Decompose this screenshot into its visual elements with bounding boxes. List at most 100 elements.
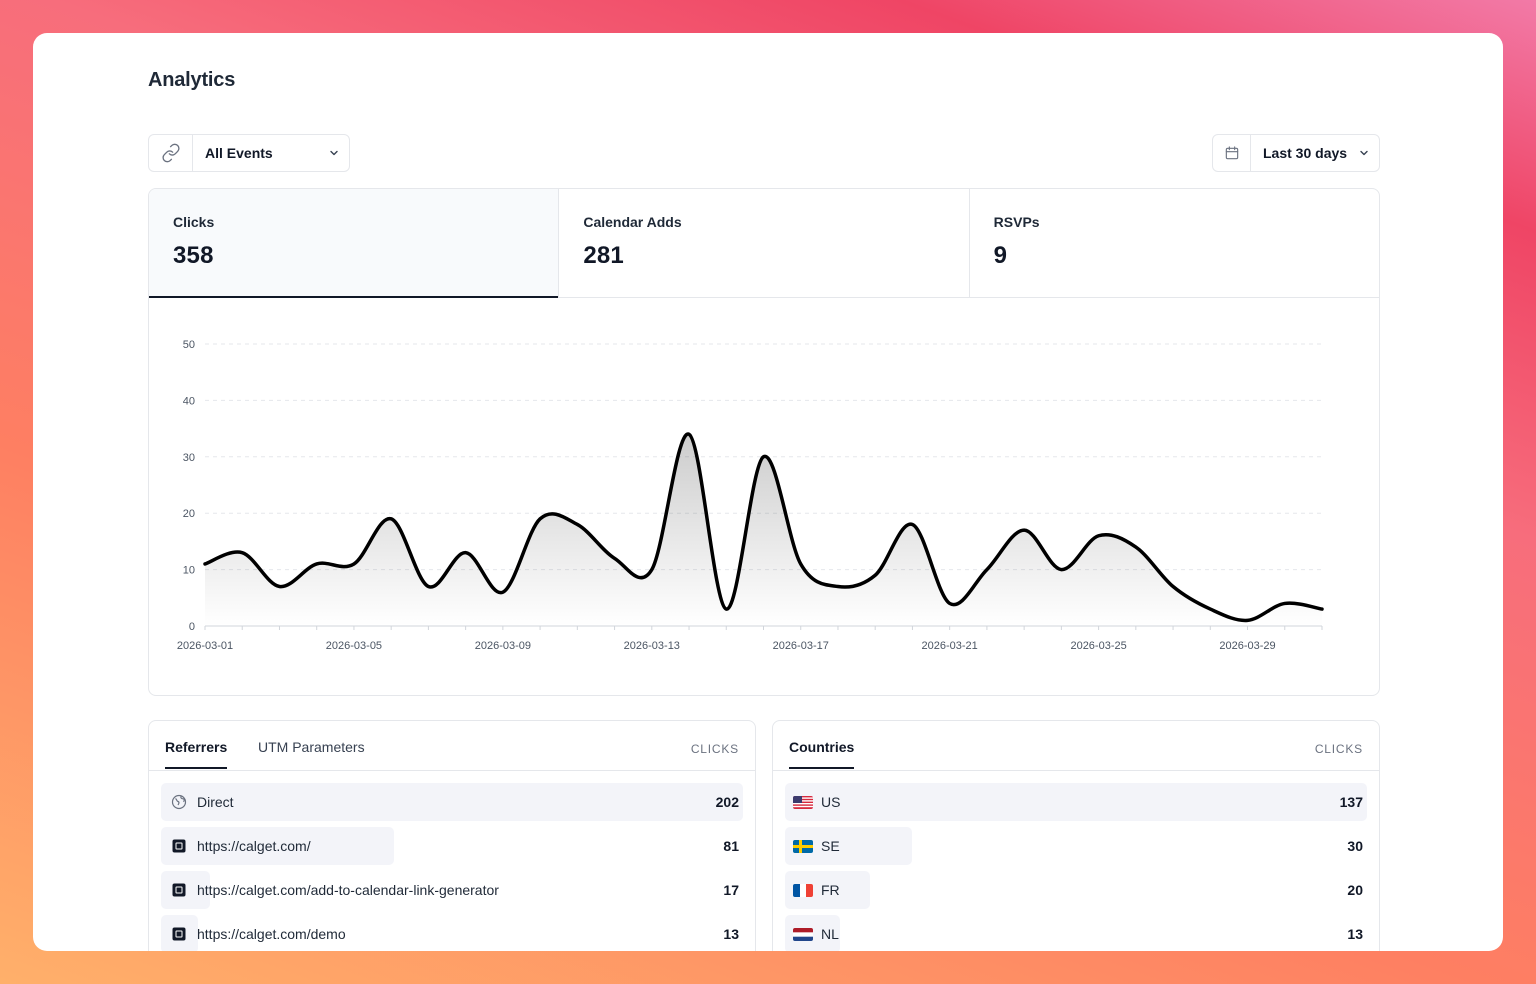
data-point[interactable]	[571, 518, 583, 530]
tab-referrers[interactable]: Referrers	[165, 739, 228, 769]
country-row[interactable]: NL 13	[785, 915, 1367, 951]
row-label: https://calget.com/add-to-calendar-link-…	[197, 882, 499, 898]
row-value: 137	[1339, 794, 1363, 810]
y-tick-label: 0	[189, 621, 195, 633]
stat-value: 281	[583, 242, 624, 269]
data-point[interactable]	[906, 518, 918, 530]
chevron-down-icon	[319, 135, 349, 171]
calget-favicon-icon	[161, 927, 197, 941]
link-icon	[149, 135, 193, 171]
y-tick-label: 50	[183, 339, 195, 351]
analytics-window: Analytics All Events Last 30 days	[33, 33, 1503, 951]
countries-panel: Countries CLICKS US 137 SE 30 FR 20 NL 13	[772, 720, 1380, 951]
calget-favicon-icon	[161, 839, 197, 853]
row-label: Direct	[197, 794, 234, 810]
stat-label: Clicks	[173, 214, 215, 230]
data-point[interactable]	[273, 581, 285, 593]
data-point[interactable]	[348, 558, 360, 570]
data-point[interactable]	[422, 581, 434, 593]
data-point[interactable]	[720, 603, 732, 615]
event-select[interactable]: All Events	[148, 134, 350, 172]
stat-tab-clicks[interactable]: Clicks 358	[149, 189, 560, 298]
data-point[interactable]	[832, 581, 844, 593]
chevron-down-icon	[1349, 135, 1379, 171]
referrer-row[interactable]: https://calget.com/add-to-calendar-link-…	[161, 871, 743, 909]
x-tick-label: 2026-03-01	[177, 640, 233, 652]
data-point[interactable]	[534, 513, 546, 525]
stat-value: 9	[993, 242, 1008, 269]
column-header-clicks: CLICKS	[1314, 742, 1363, 756]
data-point[interactable]	[497, 586, 509, 598]
data-point[interactable]	[1316, 603, 1328, 615]
event-select-value: All Events	[205, 145, 273, 161]
tab-utm-parameters[interactable]: UTM Parameters	[258, 739, 365, 755]
x-tick-label: 2026-03-21	[922, 640, 978, 652]
data-point[interactable]	[1055, 564, 1067, 576]
share-bar	[785, 783, 1367, 821]
data-point[interactable]	[981, 564, 993, 576]
row-label: SE	[821, 838, 840, 854]
analytics-card: Clicks 358 Calendar Adds 281 RSVPs 9 0 10…	[148, 188, 1380, 696]
data-point[interactable]	[683, 428, 695, 440]
stats-tabs: Clicks 358 Calendar Adds 281 RSVPs 9	[149, 189, 1379, 298]
data-point[interactable]	[1204, 603, 1216, 615]
page-title: Analytics	[148, 69, 236, 91]
data-point[interactable]	[311, 558, 323, 570]
data-point[interactable]	[1167, 581, 1179, 593]
row-label: https://calget.com/	[197, 838, 311, 854]
data-point[interactable]	[385, 513, 397, 525]
data-point[interactable]	[199, 558, 211, 570]
data-point[interactable]	[1018, 524, 1030, 536]
calget-favicon-icon	[161, 883, 197, 897]
data-point[interactable]	[236, 547, 248, 559]
y-tick-label: 10	[183, 565, 195, 577]
share-bar	[161, 783, 743, 821]
stat-tab-calendar-adds[interactable]: Calendar Adds 281	[559, 189, 970, 297]
x-tick-label: 2026-03-13	[624, 640, 680, 652]
referrer-row[interactable]: Direct 202	[161, 783, 743, 821]
stat-label: RSVPs	[993, 214, 1040, 230]
row-value: 17	[723, 882, 739, 898]
referrer-row[interactable]: https://calget.com/demo 13	[161, 915, 743, 951]
us-flag-icon	[785, 795, 821, 809]
data-point[interactable]	[795, 558, 807, 570]
data-point[interactable]	[1093, 530, 1105, 542]
country-row[interactable]: US 137	[785, 783, 1367, 821]
country-row[interactable]: FR 20	[785, 871, 1367, 909]
data-point[interactable]	[646, 564, 658, 576]
nl-flag-icon	[785, 927, 821, 941]
panel-header: Countries CLICKS	[773, 721, 1379, 771]
data-point[interactable]	[460, 547, 472, 559]
data-point[interactable]	[944, 597, 956, 609]
globe-icon	[161, 794, 197, 810]
row-value: 13	[723, 926, 739, 942]
fr-flag-icon	[785, 883, 821, 897]
countries-list: US 137 SE 30 FR 20 NL 13	[785, 783, 1367, 951]
data-point[interactable]	[1242, 614, 1254, 626]
data-point[interactable]	[609, 552, 621, 564]
date-range-value: Last 30 days	[1263, 145, 1348, 161]
row-value: 81	[723, 838, 739, 854]
stat-tab-rsvps[interactable]: RSVPs 9	[970, 189, 1379, 297]
row-value: 20	[1347, 882, 1363, 898]
stat-value: 358	[173, 242, 214, 269]
x-tick-label: 2026-03-05	[326, 640, 382, 652]
country-row[interactable]: SE 30	[785, 827, 1367, 865]
x-tick-label: 2026-03-25	[1070, 640, 1126, 652]
x-tick-label: 2026-03-17	[773, 640, 829, 652]
row-label: US	[821, 794, 841, 810]
column-header-clicks: CLICKS	[690, 742, 739, 756]
row-value: 30	[1347, 838, 1363, 854]
data-point[interactable]	[1130, 541, 1142, 553]
data-point[interactable]	[869, 569, 881, 581]
y-tick-label: 30	[183, 452, 195, 464]
date-range-select[interactable]: Last 30 days	[1212, 134, 1380, 172]
row-label: https://calget.com/demo	[197, 926, 346, 942]
panel-header: Referrers UTM Parameters CLICKS	[149, 721, 755, 771]
referrer-row[interactable]: https://calget.com/81	[161, 827, 743, 865]
data-point[interactable]	[1279, 597, 1291, 609]
y-tick-label: 20	[183, 508, 195, 520]
row-label: NL	[821, 926, 839, 942]
x-tick-label: 2026-03-29	[1219, 640, 1275, 652]
data-point[interactable]	[758, 451, 770, 463]
